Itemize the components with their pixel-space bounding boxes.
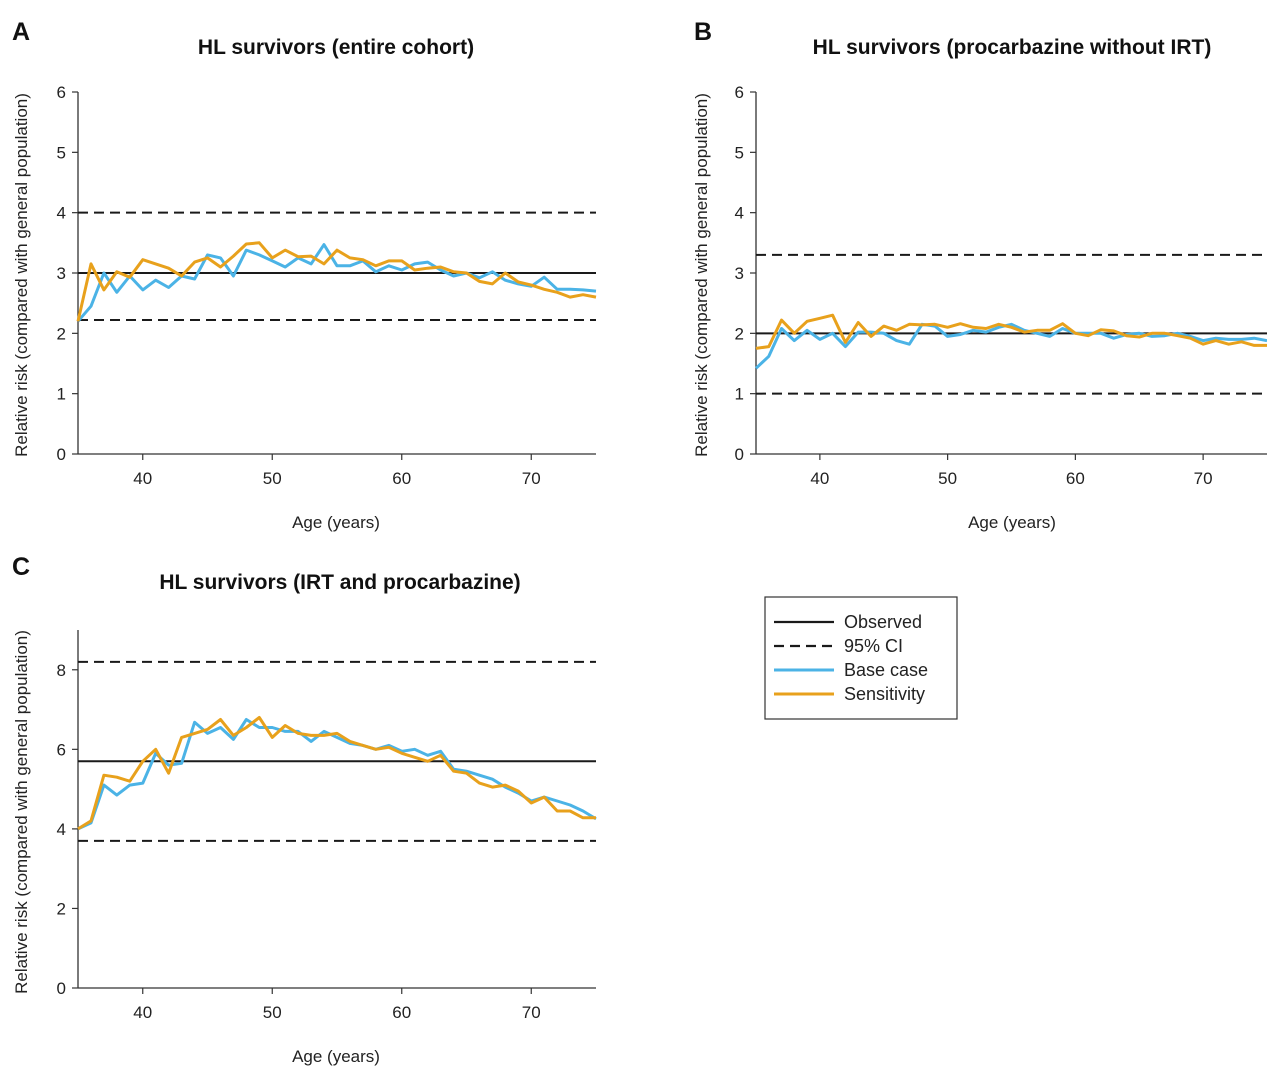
- panel-b-plot-area: 0 1 2 3 4 5 6 40 50 60 70: [735, 83, 1267, 488]
- legend-label-ci: 95% CI: [844, 636, 903, 656]
- panel-b: B HL survivors (procarbazine without IRT…: [692, 18, 1267, 532]
- panel-b-x-axis-label: Age (years): [968, 513, 1056, 532]
- panel-a-label: A: [12, 18, 30, 46]
- panel-c-label: C: [12, 553, 30, 581]
- panel-b-x-tick-label: 70: [1194, 469, 1213, 488]
- panel-c-series-base-case: [77, 718, 597, 831]
- panel-b-series-base-case: [754, 322, 1267, 370]
- legend-label-base-case: Base case: [844, 660, 928, 680]
- panel-a-x-tick-label: 70: [522, 469, 541, 488]
- panel-c-x-tick-label: 60: [392, 1003, 411, 1022]
- panel-a-x-tick-label: 40: [133, 469, 152, 488]
- panel-b-y-tick-label: 3: [735, 264, 744, 283]
- panel-c-y-tick-label: 6: [57, 740, 66, 759]
- panel-c-y-tick-label: 2: [57, 899, 66, 918]
- panel-c-y-axis-label: Relative risk (compared with general pop…: [12, 630, 31, 994]
- panel-b-y-tick-label: 1: [735, 385, 744, 404]
- panel-a-y-tick-label: 0: [57, 445, 66, 464]
- legend-box: [764, 596, 958, 720]
- panel-c-x-tick-label: 40: [133, 1003, 152, 1022]
- panel-a-x-tick-label: 50: [263, 469, 282, 488]
- panel-a-series-sensitivity: [76, 241, 597, 322]
- panel-a-y-tick-label: 4: [57, 204, 66, 223]
- panel-b-x-tick-label: 40: [810, 469, 829, 488]
- panel-a-y-tick-label: 3: [57, 264, 66, 283]
- panel-b-x-tick-label: 60: [1066, 469, 1085, 488]
- panel-b-y-tick-label: 6: [735, 83, 744, 102]
- panel-a-y-tick-label: 5: [57, 143, 66, 162]
- panel-a-plot-area: 0 1 2 3 4 5 6 40 50 60 70: [57, 83, 597, 488]
- panel-b-y-axis-label: Relative risk (compared with general pop…: [692, 93, 711, 457]
- panel-b-series-sensitivity: [755, 313, 1267, 350]
- panel-a-title: HL survivors (entire cohort): [198, 36, 474, 59]
- panel-b-label: B: [694, 18, 712, 46]
- panel-a-y-tick-label: 2: [57, 324, 66, 343]
- legend: Observed 95% CI Base case Sensitivity: [764, 596, 958, 720]
- panel-c-x-tick-label: 70: [522, 1003, 541, 1022]
- panel-a-y-axis-label: Relative risk (compared with general pop…: [12, 93, 31, 457]
- panel-b-y-tick-label: 4: [735, 204, 744, 223]
- panel-b-x-tick-label: 50: [938, 469, 957, 488]
- panel-c-series-sensitivity: [77, 716, 596, 831]
- panel-c-y-tick-label: 8: [57, 661, 66, 680]
- panel-a-x-tick-label: 60: [392, 469, 411, 488]
- panel-a-series-base-case: [76, 243, 597, 323]
- legend-label-sensitivity: Sensitivity: [844, 684, 925, 704]
- panel-c-plot-area: 0 2 4 6 8 40 50 60 70: [57, 630, 597, 1022]
- panel-b-y-tick-label: 2: [735, 324, 744, 343]
- panel-a-x-axis-label: Age (years): [292, 513, 380, 532]
- panel-b-y-tick-label: 0: [735, 445, 744, 464]
- panel-a: A HL survivors (entire cohort) 0 1 2 3 4 5 6 40…: [12, 18, 597, 532]
- panel-c: C HL survivors (IRT and procarbazine) 0 2…: [12, 553, 597, 1066]
- panel-b-y-tick-label: 5: [735, 143, 744, 162]
- panel-c-x-axis-label: Age (years): [292, 1047, 380, 1066]
- panel-a-y-tick-label: 1: [57, 385, 66, 404]
- panel-c-title: HL survivors (IRT and procarbazine): [159, 571, 520, 594]
- panel-c-y-tick-label: 0: [57, 979, 66, 998]
- legend-label-observed: Observed: [844, 612, 922, 632]
- panel-c-y-tick-label: 4: [57, 820, 66, 839]
- panel-b-title: HL survivors (procarbazine without IRT): [813, 36, 1212, 59]
- panel-c-x-tick-label: 50: [263, 1003, 282, 1022]
- panel-a-y-tick-label: 6: [57, 83, 66, 102]
